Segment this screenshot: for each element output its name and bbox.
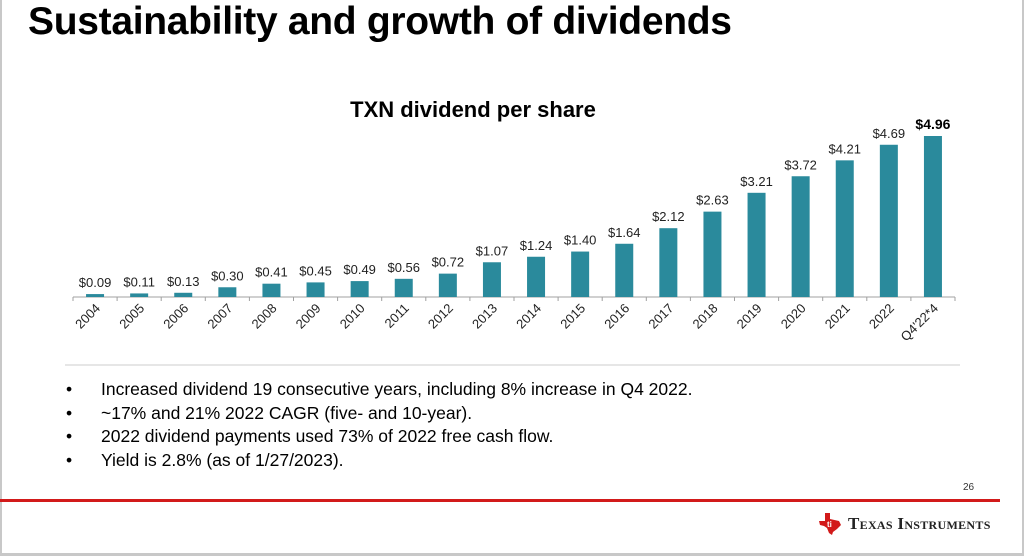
footer-red-rule bbox=[0, 499, 1000, 502]
data-label: $4.69 bbox=[873, 126, 906, 141]
page-number: 26 bbox=[963, 482, 975, 493]
ti-logo: ti Texas Instruments bbox=[818, 512, 991, 536]
data-label: $4.21 bbox=[828, 141, 861, 156]
data-label: $0.41 bbox=[255, 265, 288, 280]
chart-title: TXN dividend per share bbox=[350, 97, 596, 122]
bar-2004 bbox=[86, 294, 105, 297]
bar-2010 bbox=[350, 281, 369, 297]
x-tick-label: 2020 bbox=[778, 301, 809, 332]
bar-2017 bbox=[659, 228, 678, 297]
bullet-list: • Increased dividend 19 consecutive years… bbox=[66, 378, 692, 472]
svg-text:ti: ti bbox=[827, 520, 832, 529]
brand-name: Texas Instruments bbox=[848, 514, 991, 533]
x-tick-label: 2022 bbox=[866, 301, 897, 332]
bullet-item: • Yield is 2.8% (as of 1/27/2023). bbox=[66, 449, 692, 473]
x-tick-label: 2018 bbox=[690, 301, 721, 332]
x-tick-label: 2012 bbox=[425, 301, 456, 332]
bar-2005 bbox=[130, 293, 149, 297]
bullet-item: • Increased dividend 19 consecutive years… bbox=[66, 378, 692, 402]
x-tick-label: 2019 bbox=[734, 301, 765, 332]
data-label: $0.09 bbox=[79, 275, 112, 290]
data-label: $0.13 bbox=[167, 274, 200, 289]
bar-2006 bbox=[174, 292, 193, 297]
data-label: $3.72 bbox=[784, 157, 817, 172]
bullet-icon: • bbox=[66, 379, 73, 399]
x-tick-label: 2006 bbox=[160, 301, 191, 332]
bullet-icon: • bbox=[66, 402, 73, 423]
bar-2008 bbox=[262, 283, 281, 297]
data-label: $0.30 bbox=[211, 268, 244, 283]
bar-2007 bbox=[218, 287, 237, 297]
slide-title: Sustainability and growth of dividends bbox=[28, 0, 732, 43]
x-tick-label: 2007 bbox=[204, 301, 235, 332]
data-label: $0.56 bbox=[387, 260, 420, 275]
bar-2016 bbox=[615, 243, 634, 297]
bullet-item: • 2022 dividend payments used 73% of 2022… bbox=[66, 425, 692, 449]
bar-2019 bbox=[747, 192, 766, 297]
x-tick-label: 2021 bbox=[822, 301, 853, 332]
data-label: $4.96 bbox=[915, 116, 950, 132]
x-tick-label: 2004 bbox=[72, 301, 103, 332]
bar-2018 bbox=[703, 211, 722, 297]
bar-2009 bbox=[306, 282, 325, 297]
data-label: $0.11 bbox=[123, 274, 155, 289]
bullet-item: • ~17% and 21% 2022 CAGR (five- and 10-ye… bbox=[66, 402, 692, 426]
x-tick-label: 2009 bbox=[293, 301, 324, 332]
bar-2015 bbox=[571, 251, 590, 297]
data-label: $1.24 bbox=[520, 238, 553, 253]
x-tick-label: 2017 bbox=[645, 301, 676, 332]
data-label: $0.72 bbox=[432, 255, 465, 270]
data-label: $1.07 bbox=[476, 243, 509, 258]
data-label: $3.21 bbox=[740, 174, 773, 189]
data-label: $0.49 bbox=[343, 262, 376, 277]
x-tick-label: 2005 bbox=[116, 301, 147, 332]
x-tick-label: Q4'22*4 bbox=[898, 301, 942, 345]
bullet-icon: • bbox=[66, 426, 73, 446]
data-label: $2.12 bbox=[652, 209, 685, 224]
x-tick-label: 2014 bbox=[513, 301, 544, 332]
section-divider bbox=[65, 364, 960, 366]
bar-2022 bbox=[879, 144, 898, 297]
bar-2021 bbox=[835, 160, 854, 297]
x-tick-label: 2008 bbox=[249, 301, 280, 332]
x-tick-label: 2011 bbox=[381, 301, 411, 331]
bar-2013 bbox=[482, 262, 501, 297]
dividend-bar-chart: $0.09 2004 $0.11 2005 $0.13 2006 $0.30 2007 $0.4… bbox=[72, 116, 956, 345]
x-tick-label: 2015 bbox=[557, 301, 588, 332]
x-tick-label: 2016 bbox=[601, 301, 632, 332]
x-tick-label: 2010 bbox=[337, 301, 368, 332]
bar-2012 bbox=[438, 273, 457, 297]
data-label: $0.45 bbox=[299, 263, 332, 278]
bar-Q4'22*4 bbox=[923, 136, 942, 297]
data-label: $1.64 bbox=[608, 225, 641, 240]
bar-2011 bbox=[394, 278, 413, 297]
texas-state-icon: ti bbox=[819, 513, 841, 535]
x-tick-label: 2013 bbox=[469, 301, 500, 332]
data-label: $1.40 bbox=[564, 233, 597, 248]
bar-2014 bbox=[527, 256, 546, 297]
bullet-icon: • bbox=[66, 449, 73, 470]
data-label: $2.63 bbox=[696, 193, 729, 208]
bar-2020 bbox=[791, 176, 810, 297]
